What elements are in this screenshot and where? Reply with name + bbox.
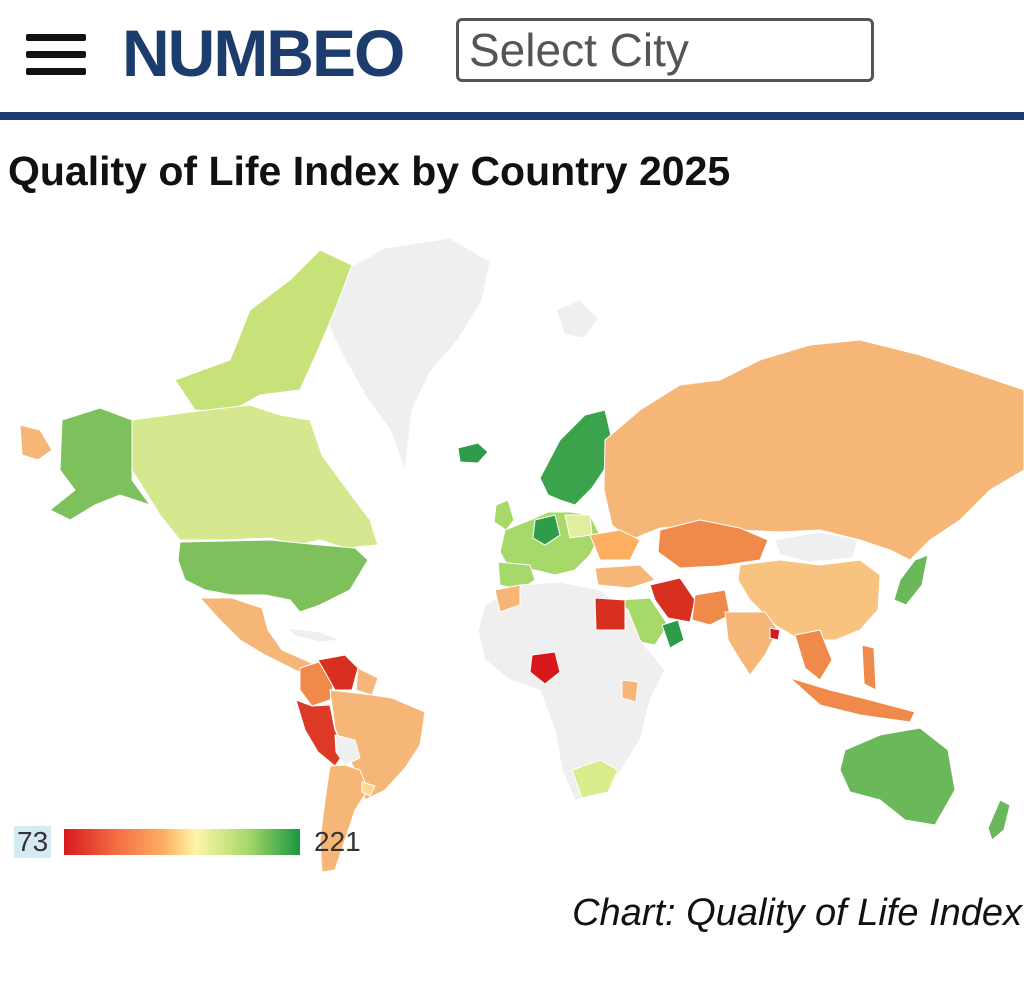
country-oman[interactable]: [661, 619, 685, 649]
country-mongolia[interactable]: [774, 531, 859, 563]
color-scale-min-label: 73: [14, 826, 52, 858]
country-nigeria[interactable]: [529, 651, 561, 685]
country-bangladesh[interactable]: [769, 627, 781, 641]
country-south-africa[interactable]: [571, 759, 619, 799]
country-uruguay[interactable]: [361, 781, 376, 797]
country-iran[interactable]: [649, 577, 696, 623]
country-canada-islands[interactable]: [174, 249, 353, 413]
color-scale-bar: [64, 829, 300, 855]
country-africa[interactable]: [477, 581, 666, 801]
world-choropleth-map[interactable]: [0, 230, 1024, 890]
country-venezuela[interactable]: [317, 654, 359, 691]
header-divider: [0, 112, 1024, 120]
chart-caption: Chart: Quality of Life Index: [572, 892, 1022, 934]
country-usa-alaska[interactable]: [49, 407, 152, 521]
page-title: Quality of Life Index by Country 2025: [8, 148, 731, 194]
color-scale-max-label: 221: [314, 826, 361, 857]
country-argentina[interactable]: [319, 764, 369, 873]
country-kazakhstan[interactable]: [657, 519, 769, 569]
country-australia[interactable]: [839, 727, 956, 826]
country-southeast-asia[interactable]: [794, 629, 833, 681]
country-morocco[interactable]: [494, 584, 521, 613]
country-canada[interactable]: [131, 404, 379, 549]
country-scandinavia[interactable]: [539, 409, 613, 506]
country-caribbean[interactable]: [286, 627, 341, 643]
country-egypt[interactable]: [594, 597, 626, 631]
country-indonesia[interactable]: [789, 677, 916, 723]
country-ukraine[interactable]: [589, 529, 641, 561]
country-new-zealand[interactable]: [987, 799, 1011, 841]
country-japan[interactable]: [893, 554, 929, 606]
country-russia[interactable]: [603, 339, 1024, 561]
country-pakistan[interactable]: [691, 589, 731, 626]
country-guianas[interactable]: [355, 667, 379, 696]
select-city-input[interactable]: [456, 18, 874, 82]
country-bolivia[interactable]: [334, 734, 361, 766]
country-philippines[interactable]: [861, 644, 877, 691]
hamburger-menu-icon[interactable]: [26, 32, 88, 78]
country-svalbard[interactable]: [555, 299, 599, 339]
numbeo-logo[interactable]: NUMBEO: [122, 16, 405, 90]
country-china[interactable]: [737, 559, 881, 641]
country-usa[interactable]: [177, 539, 369, 613]
country-poland[interactable]: [564, 514, 593, 539]
country-uk[interactable]: [493, 499, 515, 531]
country-germany[interactable]: [532, 514, 561, 546]
country-kenya[interactable]: [621, 679, 639, 703]
country-turkey[interactable]: [594, 564, 656, 589]
country-iceland[interactable]: [457, 442, 489, 464]
top-bar: NUMBEO: [0, 0, 1024, 112]
country-russia-west-tip[interactable]: [19, 424, 53, 461]
country-india[interactable]: [724, 611, 779, 676]
